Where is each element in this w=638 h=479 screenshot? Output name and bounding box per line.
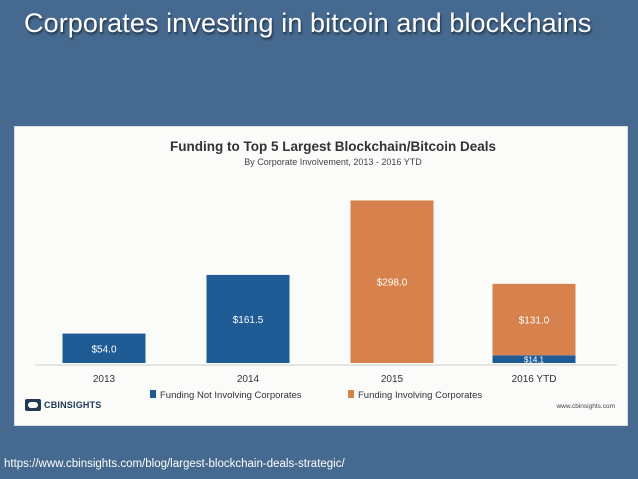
x-tick-labels: 2013 2014 2015 2016 YTD <box>93 374 557 385</box>
bar-chart: Funding to Top 5 Largest Blockchain/Bitc… <box>35 139 617 401</box>
legend: Funding Not Involving Corporates Funding … <box>150 390 482 401</box>
chart-card: Funding to Top 5 Largest Blockchain/Bitc… <box>14 126 628 426</box>
chart-title: Funding to Top 5 Largest Blockchain/Bitc… <box>170 139 496 154</box>
data-label: $131.0 <box>519 316 550 327</box>
source-link[interactable]: https://www.cbinsights.com/blog/largest-… <box>4 458 345 470</box>
bar-2015-series-2 <box>350 200 434 363</box>
bar-2016-ytd-series-2 <box>492 283 576 356</box>
legend-swatch <box>150 390 156 398</box>
cbinsights-logo-mark-icon <box>25 399 41 411</box>
data-label: $54.0 <box>91 344 116 355</box>
slide-title: Corporates investing in bitcoin and bloc… <box>24 8 592 38</box>
chart-subtitle: By Corporate Involvement, 2013 - 2016 YT… <box>244 157 422 167</box>
data-label: $14.1 <box>524 356 545 365</box>
data-label: $298.0 <box>377 278 408 289</box>
bars-group: $54.0 $161.5 $298.0 $14.1 $131.0 <box>62 200 576 365</box>
x-tick-label: 2016 YTD <box>512 374 557 385</box>
x-tick-label: 2013 <box>93 374 116 385</box>
bar-2013-series-1 <box>62 333 146 363</box>
legend-label: Funding Not Involving Corporates <box>160 390 302 401</box>
data-label: $161.5 <box>233 315 264 326</box>
credit-url: www.cbinsights.com <box>556 403 615 410</box>
cbinsights-logo-text: CBINSIGHTS <box>44 400 102 410</box>
x-tick-label: 2015 <box>381 374 404 385</box>
bar-2014-series-1 <box>206 274 290 363</box>
cbinsights-logo: CBINSIGHTS <box>25 399 102 411</box>
legend-swatch <box>348 390 354 398</box>
x-tick-label: 2014 <box>237 374 260 385</box>
bar-2016-ytd-series-1 <box>492 355 576 363</box>
legend-label: Funding Involving Corporates <box>358 390 482 401</box>
